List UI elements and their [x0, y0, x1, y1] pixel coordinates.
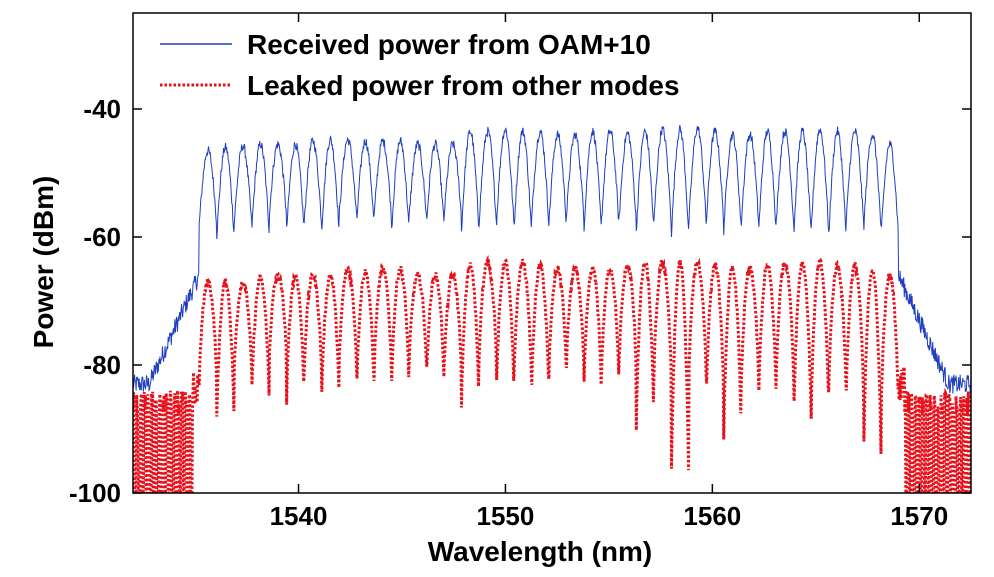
- x-axis-label: Wavelength (nm): [428, 536, 653, 567]
- x-tick-label: 1540: [270, 501, 328, 531]
- plot-frame: [132, 12, 972, 494]
- legend-label-received: Received power from OAM+10: [247, 29, 651, 60]
- ticks-layer: 1540 1550 1560 1570 -40 -60 -80 -100: [69, 13, 971, 531]
- series-line-received: [133, 125, 971, 394]
- legend-label-leaked: Leaked power from other modes: [247, 70, 680, 101]
- series-line-leaked: [133, 254, 971, 493]
- y-axis-label: Power (dBm): [28, 176, 59, 349]
- x-tick-label: 1560: [683, 501, 741, 531]
- y-tick-label: -80: [83, 350, 121, 380]
- x-tick-label: 1550: [477, 501, 535, 531]
- y-tick-label: -100: [69, 478, 121, 508]
- data-layer: [133, 125, 971, 493]
- x-tick-label: 1570: [890, 501, 948, 531]
- y-tick-label: -40: [83, 94, 121, 124]
- y-tick-label: -60: [83, 222, 121, 252]
- legend: Received power from OAM+10 Leaked power …: [160, 29, 680, 101]
